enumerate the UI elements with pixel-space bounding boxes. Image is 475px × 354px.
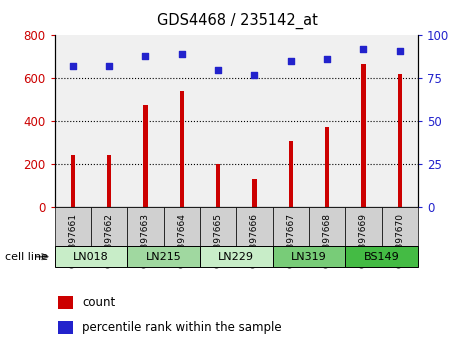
Bar: [361, 64, 366, 207]
Text: percentile rank within the sample: percentile rank within the sample: [82, 321, 282, 334]
Point: [396, 48, 404, 54]
Text: BS149: BS149: [364, 252, 399, 262]
Text: GSM397663: GSM397663: [141, 213, 150, 268]
Point: [69, 63, 76, 69]
Bar: [55, 246, 127, 267]
Bar: [216, 164, 220, 207]
Text: cell line: cell line: [5, 252, 48, 262]
Bar: [289, 141, 293, 207]
Bar: [71, 154, 75, 207]
Bar: [180, 91, 184, 207]
Bar: [273, 246, 345, 267]
Bar: [325, 127, 329, 207]
Text: LN215: LN215: [146, 252, 181, 262]
Bar: [143, 105, 148, 207]
Text: GSM397665: GSM397665: [214, 213, 223, 268]
Bar: [200, 207, 237, 246]
Bar: [309, 207, 345, 246]
Bar: [58, 296, 73, 309]
Text: LN018: LN018: [73, 252, 109, 262]
Bar: [55, 207, 91, 246]
Bar: [127, 207, 163, 246]
Bar: [252, 179, 256, 207]
Text: GSM397666: GSM397666: [250, 213, 259, 268]
Bar: [345, 207, 381, 246]
Text: GSM397662: GSM397662: [104, 213, 114, 268]
Text: GSM397669: GSM397669: [359, 213, 368, 268]
Text: count: count: [82, 296, 115, 309]
Bar: [345, 246, 418, 267]
Bar: [107, 154, 111, 207]
Text: GSM397667: GSM397667: [286, 213, 295, 268]
Point: [142, 53, 149, 59]
Bar: [381, 207, 418, 246]
Text: GSM397664: GSM397664: [177, 213, 186, 268]
Point: [178, 51, 186, 57]
Bar: [91, 207, 127, 246]
Point: [360, 46, 367, 52]
Text: LN319: LN319: [291, 252, 327, 262]
Point: [323, 57, 331, 62]
Text: GDS4468 / 235142_at: GDS4468 / 235142_at: [157, 12, 318, 29]
Bar: [398, 74, 402, 207]
Text: LN229: LN229: [218, 252, 254, 262]
Bar: [58, 321, 73, 334]
Point: [105, 63, 113, 69]
Text: GSM397661: GSM397661: [68, 213, 77, 268]
Point: [287, 58, 294, 64]
Text: GSM397670: GSM397670: [395, 213, 404, 268]
Bar: [163, 207, 200, 246]
Point: [214, 67, 222, 73]
Bar: [237, 207, 273, 246]
Bar: [200, 246, 273, 267]
Bar: [127, 246, 200, 267]
Bar: [273, 207, 309, 246]
Point: [251, 72, 258, 78]
Text: GSM397668: GSM397668: [323, 213, 332, 268]
